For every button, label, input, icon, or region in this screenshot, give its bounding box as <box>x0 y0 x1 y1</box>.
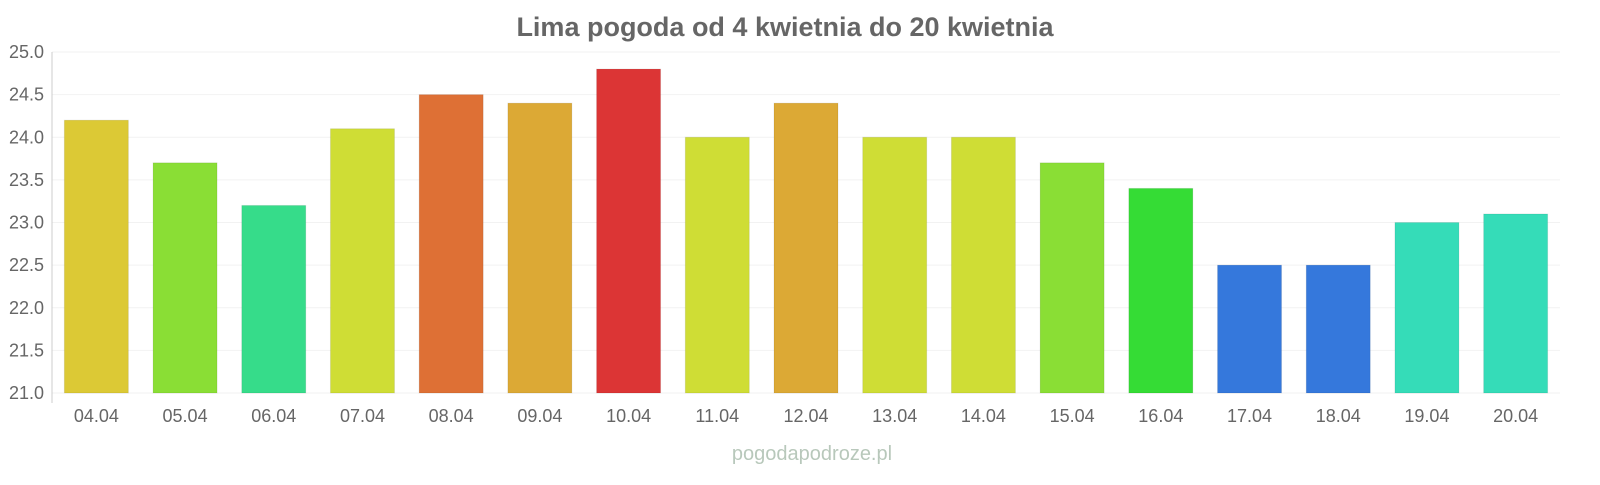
x-tick-label: 05.04 <box>163 406 208 426</box>
bar-14.04 <box>950 136 1016 394</box>
bar-11.04 <box>684 136 750 394</box>
x-tick-label: 14.04 <box>961 406 1006 426</box>
bar-12.04 <box>773 102 839 394</box>
y-tick-label: 24.0 <box>9 127 44 147</box>
y-tick-label: 25.0 <box>9 42 44 62</box>
bar-04.04 <box>63 119 129 394</box>
y-tick-label: 23.0 <box>9 213 44 233</box>
x-tick-label: 19.04 <box>1404 406 1449 426</box>
watermark: pogodapodroze.pl <box>732 443 892 465</box>
y-axis: 21.0 21.5 22.0 22.5 23.0 23.5 24.0 24.5 25.0 <box>9 42 44 403</box>
y-tick-label: 24.5 <box>9 85 44 105</box>
bar-06.04 <box>241 204 307 394</box>
x-axis: 04.04 05.04 06.04 07.04 08.04 09.04 10.04 11.04… <box>74 406 1538 426</box>
bar-07.04 <box>329 128 395 394</box>
x-tick-label: 10.04 <box>606 406 651 426</box>
bar-13.04 <box>862 136 928 394</box>
y-tick-label: 22.5 <box>9 255 44 275</box>
bar-05.04 <box>152 162 218 394</box>
x-tick-label: 20.04 <box>1493 406 1538 426</box>
x-tick-label: 12.04 <box>783 406 828 426</box>
x-tick-label: 16.04 <box>1138 406 1183 426</box>
bar-10.04 <box>596 68 662 394</box>
bar-17.04 <box>1217 264 1283 394</box>
x-tick-label: 15.04 <box>1050 406 1095 426</box>
x-tick-label: 18.04 <box>1316 406 1361 426</box>
bar-19.04 <box>1394 222 1460 394</box>
x-tick-label: 04.04 <box>74 406 119 426</box>
x-tick-label: 07.04 <box>340 406 385 426</box>
x-tick-label: 17.04 <box>1227 406 1272 426</box>
y-tick-label: 23.5 <box>9 170 44 190</box>
bars <box>63 68 1549 394</box>
chart-title: Lima pogoda od 4 kwietnia do 20 kwietnia <box>516 12 1054 42</box>
bar-20.04 <box>1483 213 1549 394</box>
x-tick-label: 06.04 <box>251 406 296 426</box>
x-tick-label: 13.04 <box>872 406 917 426</box>
y-tick-label: 21.0 <box>9 383 44 403</box>
bar-09.04 <box>507 102 573 394</box>
x-tick-label: 11.04 <box>695 406 739 426</box>
x-tick-label: 08.04 <box>429 406 474 426</box>
bar-16.04 <box>1128 187 1194 394</box>
x-tick-label: 09.04 <box>517 406 562 426</box>
bar-18.04 <box>1305 264 1371 394</box>
bar-15.04 <box>1039 162 1105 394</box>
y-tick-label: 22.0 <box>9 298 44 318</box>
bar-08.04 <box>418 94 484 394</box>
y-tick-label: 21.5 <box>9 340 44 360</box>
